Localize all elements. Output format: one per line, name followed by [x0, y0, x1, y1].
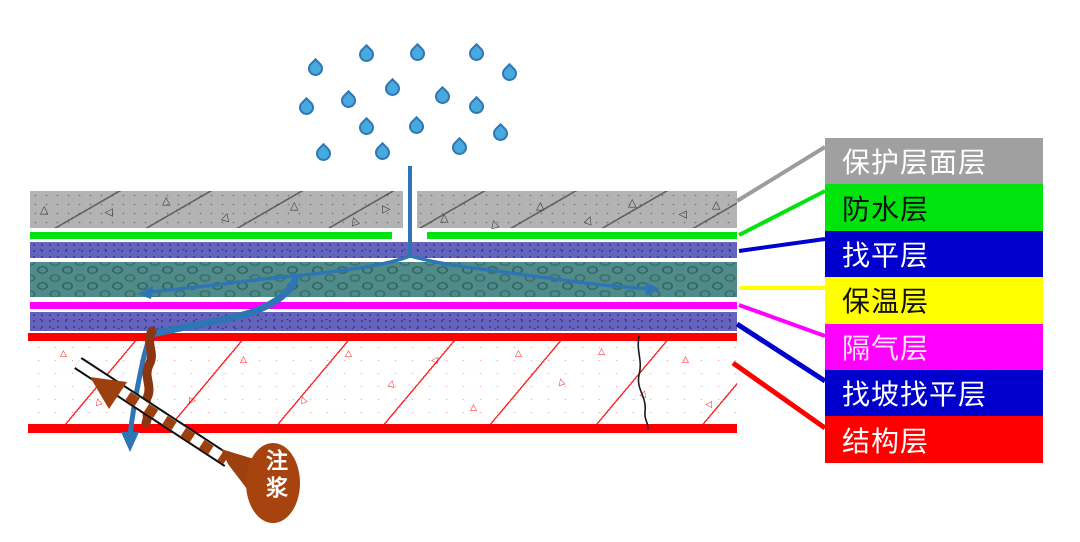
- legend-label: 隔气层: [842, 333, 930, 365]
- legend-item-slope-leveling-layer: 找坡找平层: [825, 369, 1043, 417]
- rain-drop-icon: [295, 96, 318, 119]
- structural-layer: [30, 341, 737, 424]
- legend-label: 防水层: [842, 194, 930, 226]
- legend-item-leveling-layer: 找平层: [825, 230, 1043, 278]
- structural-layer-top-edge: [28, 333, 737, 341]
- rain-drop-icon: [405, 115, 428, 138]
- waterproof-layer-left: [30, 232, 392, 239]
- grout-label: 注浆: [263, 449, 288, 503]
- connector-structural: [731, 360, 827, 431]
- connector-waterproof: [738, 189, 826, 237]
- protective-layer-crack: [403, 191, 417, 228]
- rain-drop-icon: [465, 95, 488, 118]
- connector-vapor-barrier: [738, 303, 826, 338]
- legend-item-protective-top-layer: 保护层面层: [825, 138, 1043, 185]
- legend-connector-lines: [731, 145, 827, 431]
- legend: 保护层面层 防水层 找平层 保温层 隔气层 找坡找平层 结构层: [825, 138, 1043, 463]
- rain-drop-icon: [465, 42, 488, 65]
- rain-drop-icon: [489, 122, 512, 145]
- legend-label: 保护层面层: [842, 148, 988, 180]
- insulation-layer: [30, 262, 737, 297]
- rain-drop-icon: [431, 85, 454, 108]
- rain-drop-icon: [448, 136, 471, 159]
- connector-protective: [735, 145, 827, 203]
- rain-drop-icon: [406, 42, 429, 65]
- water-arrow-down: [121, 432, 139, 452]
- legend-label: 结构层: [842, 426, 930, 458]
- leveling-layer: [30, 242, 737, 258]
- connector-leveling: [738, 237, 826, 253]
- rain-drop-icon: [498, 62, 521, 85]
- vapor-barrier-layer: [30, 302, 737, 309]
- legend-item-insulation-layer: 保温层: [825, 277, 1043, 324]
- legend-label: 找平层: [842, 240, 930, 272]
- rain-drop-icon: [355, 43, 378, 66]
- waterproof-layer-right: [427, 232, 737, 239]
- rain-drop-icon: [312, 142, 335, 165]
- legend-item-waterproof-layer: 防水层: [825, 184, 1043, 231]
- protective-top-layer: [30, 191, 737, 228]
- rain-drop-icon: [304, 57, 327, 80]
- rain-drop-icon: [355, 116, 378, 139]
- legend-label: 找坡找平层: [842, 380, 988, 412]
- rain-drop-icon: [381, 77, 404, 100]
- slope-leveling-layer: [30, 312, 737, 331]
- legend-label: 保温层: [842, 287, 930, 319]
- legend-item-vapor-barrier-layer: 隔气层: [825, 323, 1043, 370]
- grout-funnel: [221, 449, 254, 489]
- legend-item-structural-layer: 结构层: [825, 416, 1043, 463]
- rain-drop-icon: [371, 141, 394, 164]
- structural-layer-bottom-edge: [28, 424, 737, 433]
- connector-slope-leveling: [735, 321, 827, 384]
- rain-drop-icon: [337, 89, 360, 112]
